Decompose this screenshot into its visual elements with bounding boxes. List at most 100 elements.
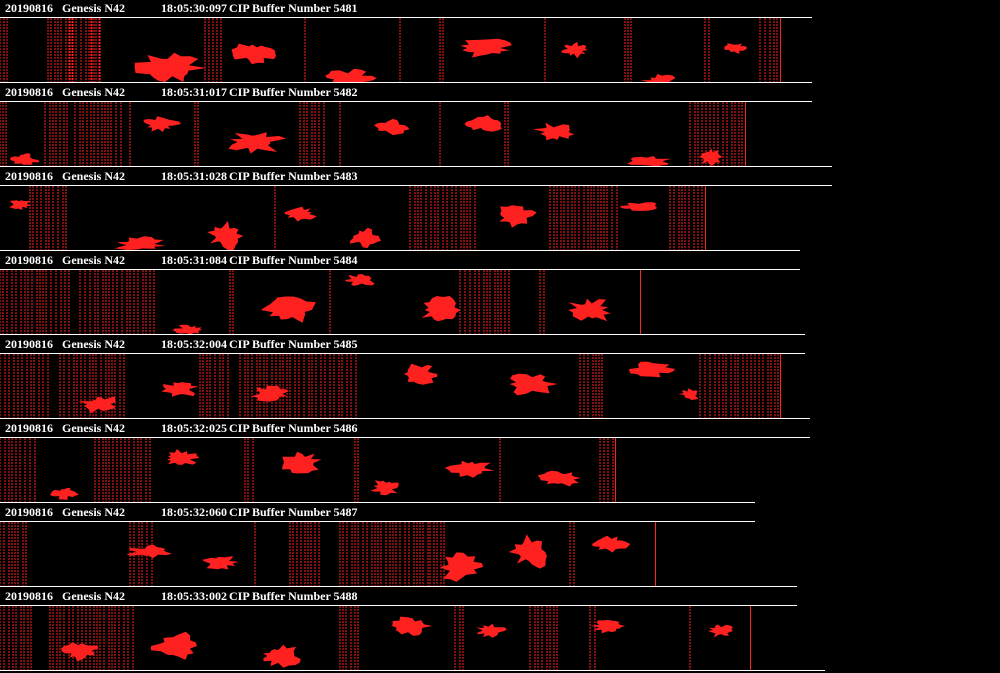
- particle-shadow: [345, 274, 375, 286]
- particle-image-strip: [0, 522, 656, 586]
- strip-header: 20190816 Genesis N42 18:05:31:084 CIP Buffe…: [0, 252, 1000, 268]
- image-end-marker: [615, 438, 616, 502]
- strip-probe-name: Genesis N42: [62, 505, 125, 519]
- strip-probe-name: Genesis N42: [62, 337, 125, 351]
- header-rule: [0, 101, 812, 102]
- strip-time: 18:05:32:025: [161, 421, 227, 435]
- particle-shadow: [476, 623, 507, 638]
- strip-date: 20190816: [5, 85, 53, 99]
- particle-shadow: [370, 480, 399, 496]
- buffer-strip: 20190816 Genesis N42 18:05:30:097 CIP Buffe…: [0, 0, 1000, 84]
- strip-time: 18:05:32:060: [161, 505, 227, 519]
- particle-shadow: [561, 41, 588, 59]
- particle-shadow: [172, 324, 203, 334]
- particle-shadow: [508, 534, 547, 569]
- image-end-marker: [640, 270, 641, 334]
- strip-time: 18:05:33:002: [161, 589, 227, 603]
- buffer-strip: 20190816 Genesis N42 18:05:31:028 CIP Buffe…: [0, 168, 1000, 252]
- particle-shadow: [263, 644, 301, 668]
- strip-date: 20190816: [5, 505, 53, 519]
- strip-buffer-label: CIP Buffer Number 5485: [229, 337, 358, 351]
- image-end-marker: [655, 522, 656, 586]
- particle-shadow: [620, 202, 657, 211]
- particle-shadow: [532, 122, 575, 141]
- strip-probe-name: Genesis N42: [62, 421, 125, 435]
- particle-shadow: [201, 556, 239, 570]
- strip-header: 20190816 Genesis N42 18:05:31:017 CIP Buffe…: [0, 84, 1000, 100]
- strip-date: 20190816: [5, 169, 53, 183]
- particle-shadow: [207, 220, 244, 250]
- particle-shadow: [444, 460, 495, 478]
- image-end-marker: [745, 102, 746, 166]
- particle-shadow: [708, 624, 734, 638]
- strip-buffer-label: CIP Buffer Number 5482: [229, 85, 358, 99]
- particle-shadow: [325, 68, 377, 82]
- particle-shadow: [78, 396, 117, 414]
- footer-rule: [0, 502, 755, 503]
- particle-image-strip: [0, 18, 781, 82]
- strip-header: 20190816 Genesis N42 18:05:32:060 CIP Buffe…: [0, 504, 1000, 520]
- header-rule: [0, 269, 800, 270]
- header-rule: [0, 437, 810, 438]
- strip-header: 20190816 Genesis N42 18:05:32:025 CIP Buffe…: [0, 420, 1000, 436]
- strip-buffer-label: CIP Buffer Number 5488: [229, 589, 358, 603]
- particle-shadow: [126, 544, 173, 559]
- image-end-marker: [705, 186, 706, 250]
- particle-shadow: [509, 373, 558, 396]
- particle-shadow: [678, 388, 699, 400]
- header-rule: [0, 17, 812, 18]
- footer-rule: [0, 166, 832, 167]
- particle-image-strip: [9, 186, 706, 250]
- strip-probe-name: Genesis N42: [62, 253, 125, 267]
- strip-date: 20190816: [5, 1, 53, 15]
- buffer-strip: 20190816 Genesis N42 18:05:31:017 CIP Buffe…: [0, 84, 1000, 168]
- particle-shadow: [161, 382, 199, 397]
- buffer-strip: 20190816 Genesis N42 18:05:32:025 CIP Buffe…: [0, 420, 1000, 504]
- particle-image-strip: [0, 606, 751, 670]
- particle-shadow: [284, 206, 317, 222]
- particle-shadow: [404, 363, 438, 385]
- strip-buffer-label: CIP Buffer Number 5483: [229, 169, 358, 183]
- strip-time: 18:05:30:097: [161, 1, 227, 15]
- image-end-marker: [780, 354, 781, 418]
- strip-header: 20190816 Genesis N42 18:05:33:002 CIP Buffe…: [0, 588, 1000, 604]
- strip-probe-name: Genesis N42: [62, 1, 125, 15]
- particle-image-strip: [0, 438, 616, 502]
- particle-shadow: [568, 298, 611, 322]
- strip-buffer-label: CIP Buffer Number 5481: [229, 1, 358, 15]
- image-end-marker: [750, 606, 751, 670]
- particle-shadow: [250, 385, 289, 402]
- particle-shadow: [9, 200, 32, 210]
- footer-rule: [0, 82, 812, 83]
- strip-header: 20190816 Genesis N42 18:05:32:004 CIP Buffe…: [0, 336, 1000, 352]
- particle-shadow: [231, 43, 276, 65]
- strip-date: 20190816: [5, 337, 53, 351]
- particle-shadow: [640, 74, 677, 82]
- footer-rule: [0, 250, 800, 251]
- particle-shadow: [143, 116, 181, 132]
- footer-rule: [0, 334, 805, 335]
- strip-date: 20190816: [5, 421, 53, 435]
- buffer-strip: 20190816 Genesis N42 18:05:31:084 CIP Buffe…: [0, 252, 1000, 336]
- particle-shadow: [114, 236, 167, 250]
- header-rule: [0, 605, 797, 606]
- particle-shadow: [724, 43, 748, 54]
- strip-time: 18:05:32:004: [161, 337, 227, 351]
- strip-buffer-label: CIP Buffer Number 5484: [229, 253, 358, 267]
- particle-shadow: [537, 470, 581, 487]
- particle-image-strip: [0, 102, 746, 166]
- particle-shadow: [50, 487, 79, 500]
- particle-shadow: [627, 156, 672, 166]
- strip-header: 20190816 Genesis N42 18:05:31:028 CIP Buffe…: [0, 168, 1000, 184]
- strip-buffer-label: CIP Buffer Number 5486: [229, 421, 358, 435]
- particle-shadow: [464, 115, 502, 132]
- particle-shadow: [592, 535, 631, 553]
- particle-image-strip: [0, 270, 641, 334]
- particle-shadow: [421, 296, 461, 322]
- particle-shadow: [260, 296, 316, 323]
- particle-shadow: [698, 148, 723, 166]
- particle-shadow: [460, 38, 512, 58]
- strip-probe-name: Genesis N42: [62, 589, 125, 603]
- header-rule: [0, 521, 755, 522]
- particle-shadow: [166, 449, 200, 465]
